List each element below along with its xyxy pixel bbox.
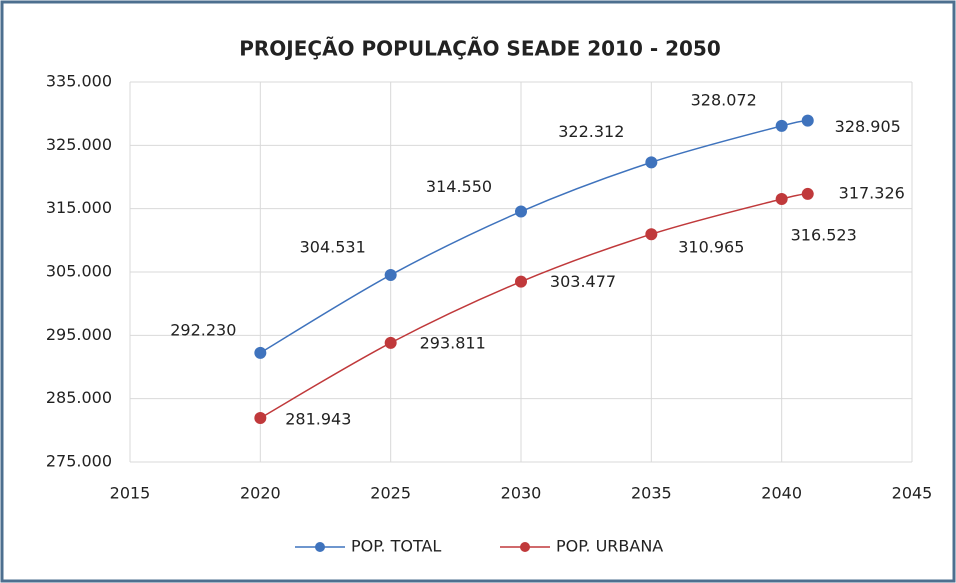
- data-point: [645, 228, 658, 241]
- x-tick-label: 2045: [892, 484, 933, 503]
- legend-label: POP. TOTAL: [351, 537, 441, 556]
- x-tick-label: 2025: [370, 484, 411, 503]
- x-tick-label: 2040: [761, 484, 802, 503]
- x-tick-label: 2030: [501, 484, 542, 503]
- data-point: [384, 268, 397, 281]
- data-point: [254, 346, 267, 359]
- data-point: [254, 412, 267, 425]
- data-label: 322.312: [558, 122, 624, 141]
- data-point: [801, 187, 814, 200]
- data-label: 317.326: [839, 183, 905, 202]
- data-label: 310.965: [678, 238, 744, 257]
- data-point: [515, 205, 527, 218]
- legend-marker: [520, 542, 530, 552]
- y-tick-label: 305.000: [46, 262, 112, 281]
- data-label: 303.477: [550, 272, 616, 291]
- data-label: 293.811: [420, 333, 486, 352]
- data-label: 281.943: [285, 410, 351, 429]
- data-label: 328.905: [835, 117, 901, 136]
- chart-title: PROJEÇÃO POPULAÇÃO SEADE 2010 - 2050: [239, 37, 721, 61]
- x-tick-label: 2035: [631, 484, 672, 503]
- y-tick-label: 325.000: [46, 135, 112, 154]
- y-tick-label: 295.000: [46, 325, 112, 344]
- data-label: 328.072: [691, 90, 757, 109]
- data-label: 292.230: [170, 320, 236, 339]
- y-tick-label: 285.000: [46, 388, 112, 407]
- legend-label: POP. URBANA: [556, 537, 663, 556]
- data-point: [775, 193, 788, 206]
- data-label: 304.531: [300, 237, 366, 256]
- data-point: [775, 119, 788, 132]
- data-label: 316.523: [791, 226, 857, 245]
- x-tick-label: 2020: [240, 484, 281, 503]
- data-point: [645, 156, 658, 169]
- y-tick-label: 315.000: [46, 198, 112, 217]
- legend-marker: [315, 542, 325, 552]
- y-tick-label: 275.000: [46, 452, 112, 471]
- y-tick-label: 335.000: [46, 72, 112, 91]
- x-tick-label: 2015: [110, 484, 151, 503]
- data-label: 314.550: [426, 177, 492, 196]
- data-point: [801, 114, 814, 127]
- data-point: [384, 336, 397, 349]
- data-point: [515, 275, 527, 288]
